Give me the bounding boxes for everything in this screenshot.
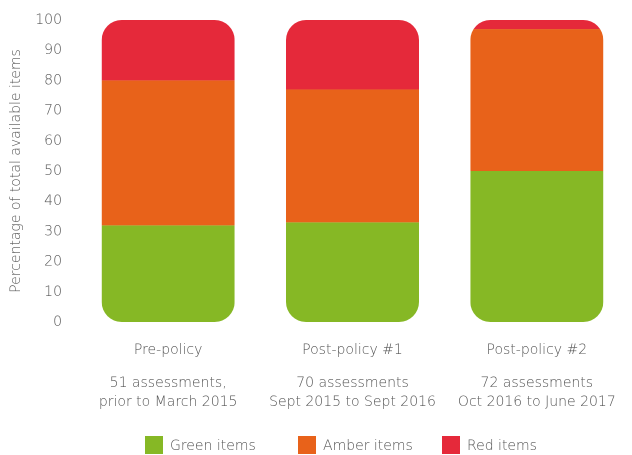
bar-segment [101, 225, 235, 322]
x-tick-label: Pre-policy [134, 342, 203, 358]
y-tick-label: 60 [44, 133, 62, 149]
y-tick-label: 90 [44, 42, 62, 58]
category-note: 72 assessments [481, 375, 594, 391]
y-tick-label: 50 [44, 163, 62, 179]
x-tick-label: Post-policy #2 [487, 342, 588, 358]
bar-segment [470, 171, 604, 322]
y-tick-label: 100 [35, 12, 62, 28]
y-axis-label: Percentage of total available items [8, 49, 24, 293]
y-tick-label: 20 [44, 254, 62, 270]
y-tick-label: 30 [44, 223, 62, 239]
bar-segment [101, 80, 235, 226]
y-tick-label: 40 [44, 193, 62, 209]
legend-swatch [145, 436, 163, 454]
legend-label: Green items [170, 438, 256, 454]
y-tick-label: 70 [44, 103, 62, 119]
category-note: prior to March 2015 [99, 394, 238, 410]
bar-segment [101, 20, 235, 81]
y-tick-label: 10 [44, 284, 62, 300]
bar-segment [470, 20, 604, 30]
bar-stack [101, 20, 235, 322]
legend-swatch [298, 436, 316, 454]
category-note: Sept 2015 to Sept 2016 [269, 394, 436, 410]
y-tick-label: 80 [44, 72, 62, 88]
y-tick-label: 0 [53, 314, 62, 330]
bar-segment [470, 29, 604, 172]
bar-segment [286, 89, 419, 223]
legend-label: Amber items [323, 438, 413, 454]
bar-stack [286, 20, 419, 322]
bar-segment [286, 222, 419, 322]
category-note: 51 assessments, [110, 375, 227, 391]
category-note: Oct 2016 to June 2017 [458, 394, 616, 410]
legend-swatch [442, 436, 460, 454]
bar-stack [470, 20, 604, 322]
category-note: 70 assessments [296, 375, 409, 391]
x-tick-label: Post-policy #1 [302, 342, 403, 358]
legend-label: Red items [467, 438, 537, 454]
bar-segment [286, 20, 419, 90]
